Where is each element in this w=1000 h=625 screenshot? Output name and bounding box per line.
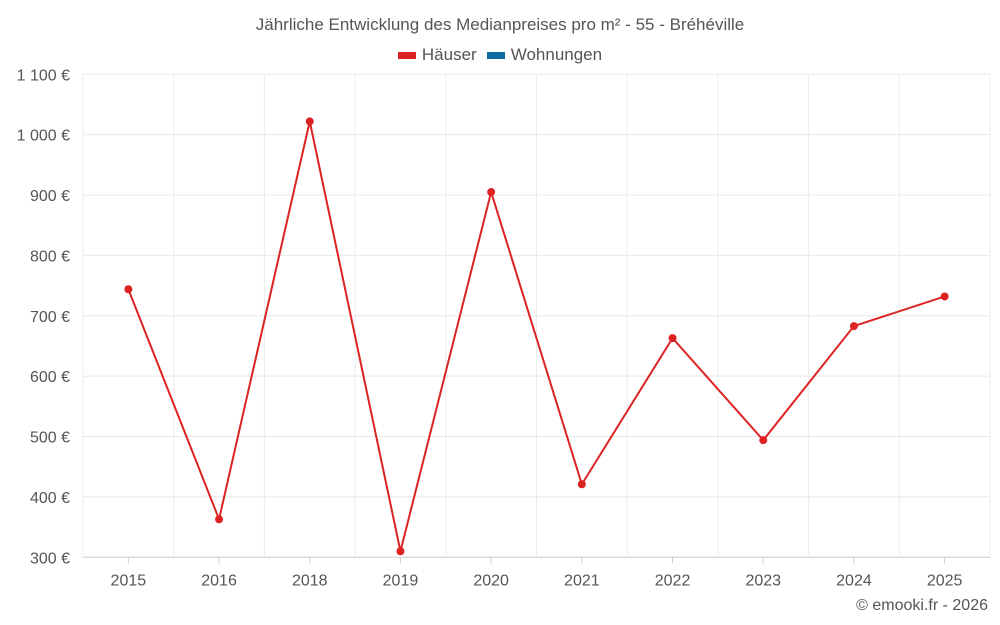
x-tick-label: 2025: [927, 572, 963, 589]
x-tick-label: 2015: [111, 572, 147, 589]
y-tick-label: 900 €: [30, 188, 70, 205]
series-line: [127, 121, 945, 552]
legend-label: Häuser: [421, 45, 477, 64]
legend-item-wohnungen[interactable]: Wohnungen: [486, 45, 603, 65]
data-point: [759, 436, 768, 445]
x-tick-label: 2019: [383, 572, 419, 589]
data-point: [668, 334, 677, 343]
x-tick-label: 2021: [564, 572, 600, 589]
y-tick-label: 300 €: [30, 550, 70, 567]
y-tick-label: 1 100 €: [17, 67, 70, 84]
legend-swatch-haeuser: [397, 51, 416, 59]
y-tick-label: 600 €: [30, 369, 70, 386]
x-tick-label: 2022: [655, 572, 691, 589]
data-point: [124, 285, 133, 294]
x-tick-label: 2024: [836, 572, 872, 589]
legend-swatch-wohnungen: [486, 51, 505, 59]
legend-label: Wohnungen: [510, 45, 603, 64]
data-point: [487, 188, 496, 197]
x-tick-label: 2016: [201, 572, 237, 589]
y-tick-label: 1 000 €: [17, 128, 70, 145]
x-tick-label: 2020: [473, 572, 509, 589]
data-point: [577, 480, 586, 489]
data-point: [215, 515, 224, 524]
y-tick-label: 500 €: [30, 430, 70, 447]
x-tick-label: 2023: [745, 572, 781, 589]
data-point: [396, 547, 405, 556]
credit: © emooki.fr - 2026: [856, 597, 988, 614]
data-point: [305, 117, 314, 126]
data-point: [849, 322, 858, 331]
y-tick-label: 800 €: [30, 248, 70, 265]
legend-item-haeuser[interactable]: Häuser: [397, 45, 477, 65]
chart-title: Jährliche Entwicklung des Medianpreises …: [255, 15, 745, 34]
data-point: [940, 292, 949, 301]
y-tick-label: 700 €: [30, 309, 70, 326]
y-tick-label: 400 €: [30, 490, 70, 507]
legend: Häuser Wohnungen: [0, 45, 1000, 65]
x-tick-label: 2018: [292, 572, 328, 589]
